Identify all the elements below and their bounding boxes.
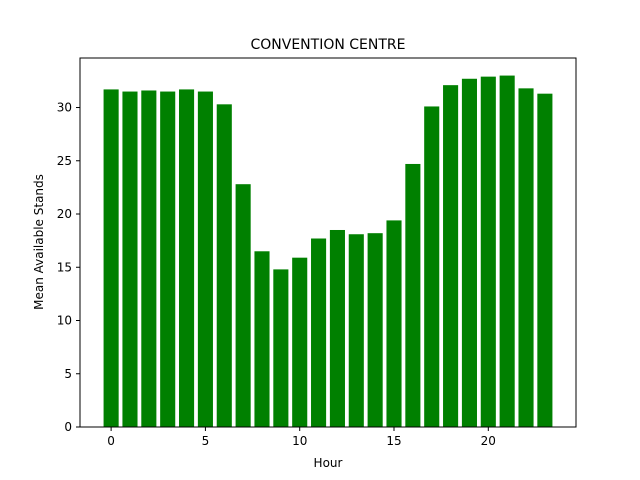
bar-hour-13 <box>348 234 364 427</box>
bars-group <box>103 75 553 428</box>
y-axis-ticks: 0 5 10 15 20 25 30 <box>57 101 80 434</box>
y-tick-label: 5 <box>64 367 72 381</box>
bar-hour-9 <box>273 269 289 427</box>
x-tick-label: 5 <box>202 434 210 448</box>
bar-hour-20 <box>480 76 496 428</box>
bar-hour-17 <box>424 106 440 428</box>
y-tick-label: 20 <box>57 207 72 221</box>
bar-hour-3 <box>160 91 176 427</box>
bar-hour-8 <box>254 251 270 427</box>
bar-hour-6 <box>216 104 232 427</box>
y-tick-label: 10 <box>57 314 72 328</box>
plot-frame <box>79 57 577 428</box>
bar-hour-0 <box>103 89 119 427</box>
x-axis-ticks: 0 5 10 15 20 <box>107 427 496 448</box>
x-tick-label: 0 <box>107 434 115 448</box>
bar-hour-11 <box>311 238 327 427</box>
bar-hour-1 <box>122 91 138 427</box>
bar-hour-12 <box>329 229 345 427</box>
x-tick-label: 10 <box>292 434 307 448</box>
bar-hour-10 <box>292 257 308 427</box>
x-axis-label: Hour <box>314 456 343 470</box>
bar-hour-23 <box>537 93 553 427</box>
bar-hour-19 <box>461 78 477 427</box>
bar-hour-5 <box>197 91 213 427</box>
bar-hour-21 <box>499 75 515 428</box>
y-tick-label: 0 <box>64 420 72 434</box>
y-tick-label: 15 <box>57 260 72 274</box>
bar-hour-15 <box>386 220 402 427</box>
y-tick-label: 30 <box>57 101 72 115</box>
bar-hour-7 <box>235 184 251 427</box>
y-axis-label: Mean Available Stands <box>32 174 46 310</box>
bar-hour-4 <box>179 89 195 427</box>
y-tick-label: 25 <box>57 154 72 168</box>
bar-hour-18 <box>443 85 459 427</box>
chart-title: CONVENTION CENTRE <box>250 37 405 53</box>
bar-hour-14 <box>367 233 383 427</box>
bar-hour-22 <box>518 88 534 427</box>
x-tick-label: 15 <box>386 434 401 448</box>
x-tick-label: 20 <box>481 434 496 448</box>
bar-hour-16 <box>405 163 421 427</box>
bar-hour-2 <box>141 90 157 427</box>
